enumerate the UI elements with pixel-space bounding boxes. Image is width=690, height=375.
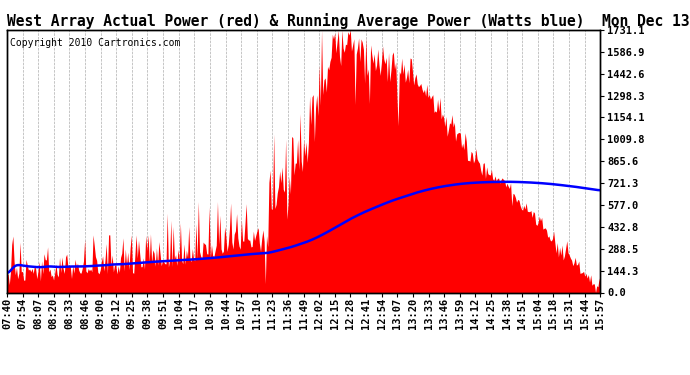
- Text: Copyright 2010 Cartronics.com: Copyright 2010 Cartronics.com: [10, 38, 180, 48]
- Text: West Array Actual Power (red) & Running Average Power (Watts blue)  Mon Dec 13 1: West Array Actual Power (red) & Running …: [7, 13, 690, 29]
